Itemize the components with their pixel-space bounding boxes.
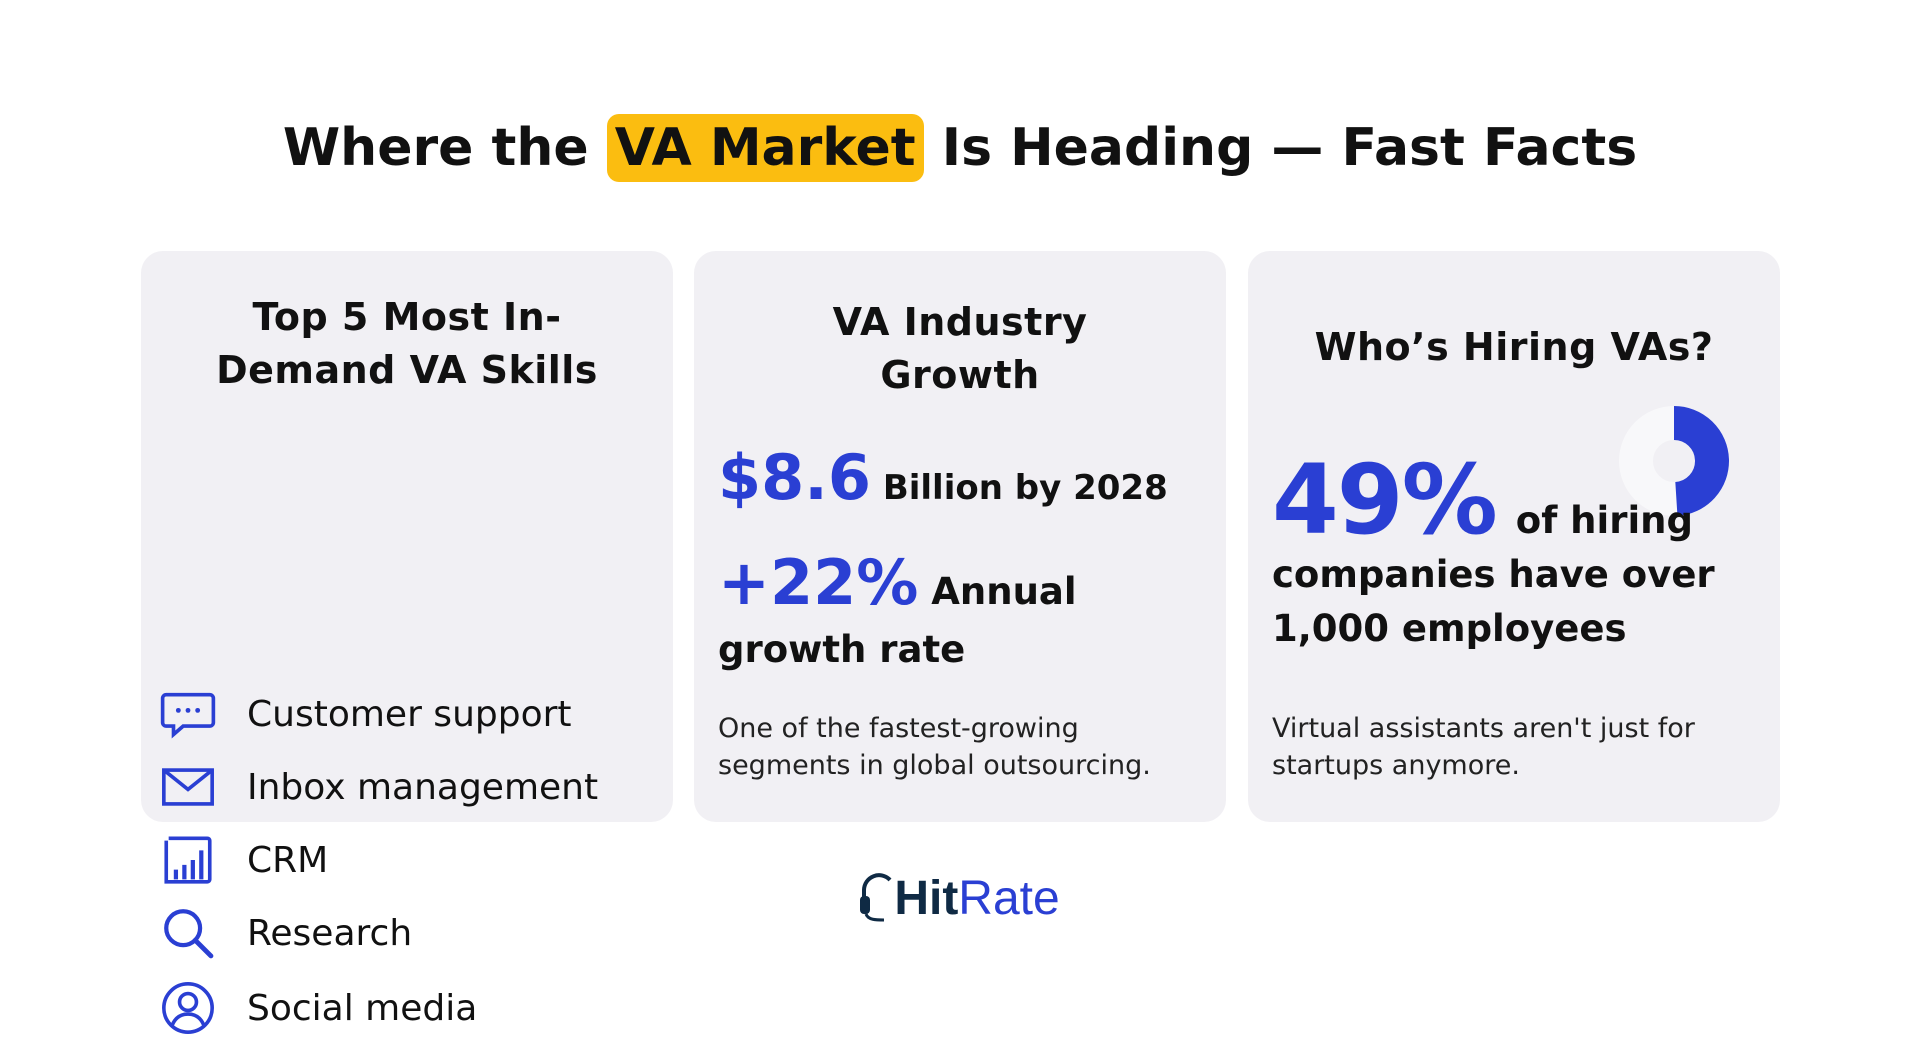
skill-label: CRM bbox=[247, 839, 329, 881]
skill-item: Inbox management bbox=[159, 757, 598, 817]
note: One of the fastest-growing segments in g… bbox=[718, 713, 1151, 781]
skill-item: CRM bbox=[159, 830, 328, 890]
logo-bold: Hit bbox=[894, 872, 959, 925]
headline-end: Is Heading — Fast Facts bbox=[941, 118, 1638, 178]
stat: +22% Annual growth rate bbox=[718, 552, 1212, 679]
headline: Where the VA Market Is Heading — Fast Fa… bbox=[0, 114, 1920, 182]
skill-item: Research bbox=[159, 903, 412, 963]
user-icon bbox=[162, 982, 214, 1034]
donut-arc bbox=[1672, 406, 1729, 516]
headline-start: Where the bbox=[282, 118, 589, 178]
logo-light: Rate bbox=[958, 872, 1060, 925]
card-title: Who’s Hiring VAs? bbox=[1314, 325, 1714, 369]
chat-icon bbox=[160, 692, 216, 739]
donut bbox=[1619, 406, 1729, 516]
skill-item: Social media bbox=[159, 978, 477, 1038]
skill-item: Customer support bbox=[159, 684, 572, 744]
card-title: VA Industry Growth bbox=[832, 300, 1088, 397]
stat-text: Billion by 2028 bbox=[882, 468, 1168, 508]
hiring-card: Who’s Hiring VAs? 49% of hiring companies… bbox=[1248, 251, 1780, 822]
stat-figure: 49% bbox=[1272, 444, 1498, 556]
stat: $8.6 Billion by 2028 bbox=[718, 447, 1212, 517]
growth-card: VA Industry Growth $8.6 Billion by 2028 … bbox=[694, 251, 1226, 822]
skills-card: Top 5 Most In-Demand VA Skills Customer … bbox=[141, 251, 673, 1034]
mail-icon bbox=[162, 768, 214, 806]
skill-label: Customer support bbox=[247, 693, 572, 735]
chart-icon bbox=[164, 836, 212, 884]
stat-text: of hiring companies have over 1,000 empl… bbox=[1272, 499, 1715, 650]
headset-icon bbox=[860, 873, 892, 922]
stat-figure: $8.6 bbox=[718, 441, 871, 514]
search-icon bbox=[164, 909, 214, 959]
card-title: Top 5 Most In-Demand VA Skills bbox=[216, 295, 598, 392]
skill-label: Inbox management bbox=[247, 766, 599, 808]
headline-highlight: VA Market bbox=[606, 114, 924, 182]
stat-figure: +22% bbox=[718, 546, 919, 619]
skill-label: Social media bbox=[247, 987, 478, 1029]
stat: 49% of hiring companies have over 1,000 e… bbox=[1272, 452, 1770, 656]
note: Virtual assistants aren't just for start… bbox=[1272, 713, 1695, 781]
stat-text: Annual growth rate bbox=[718, 570, 1077, 671]
skill-label: Research bbox=[247, 912, 413, 954]
logo: HitRate bbox=[0, 868, 1920, 926]
